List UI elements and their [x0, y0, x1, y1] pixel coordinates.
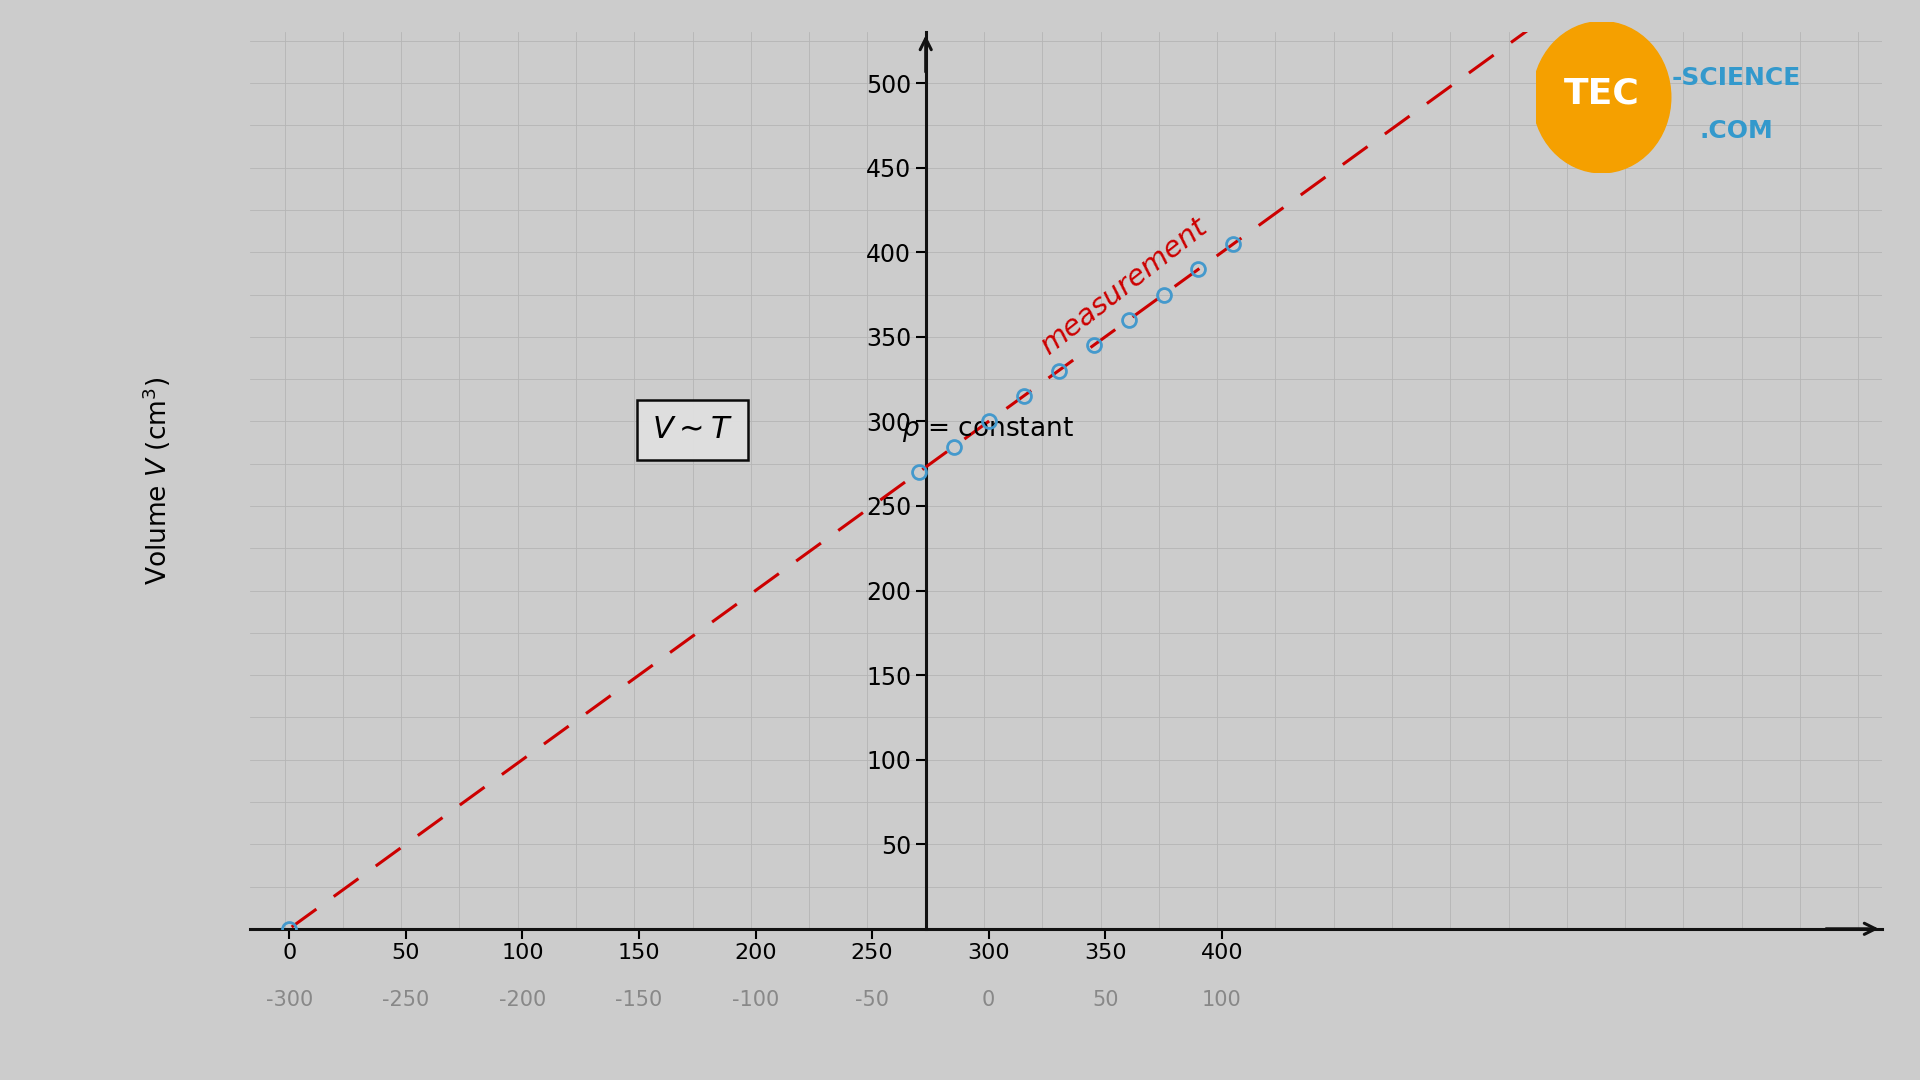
Circle shape: [1532, 22, 1670, 173]
Text: .COM: .COM: [1699, 119, 1774, 144]
Text: -SCIENCE: -SCIENCE: [1672, 66, 1801, 91]
Text: -50: -50: [854, 989, 889, 1010]
Text: measurement: measurement: [1035, 213, 1213, 360]
Text: -150: -150: [614, 989, 662, 1010]
Text: 0: 0: [981, 989, 995, 1010]
Text: Volume $V$ (cm$^3$): Volume $V$ (cm$^3$): [140, 377, 173, 584]
Text: TEC: TEC: [1563, 77, 1640, 110]
Text: -250: -250: [382, 989, 430, 1010]
Text: $p$ = constant: $p$ = constant: [902, 416, 1073, 444]
Text: 100: 100: [1202, 989, 1242, 1010]
Text: -300: -300: [265, 989, 313, 1010]
Text: $V \sim T$: $V \sim T$: [653, 416, 733, 444]
Text: -100: -100: [732, 989, 780, 1010]
Text: 50: 50: [1092, 989, 1119, 1010]
Text: -200: -200: [499, 989, 545, 1010]
